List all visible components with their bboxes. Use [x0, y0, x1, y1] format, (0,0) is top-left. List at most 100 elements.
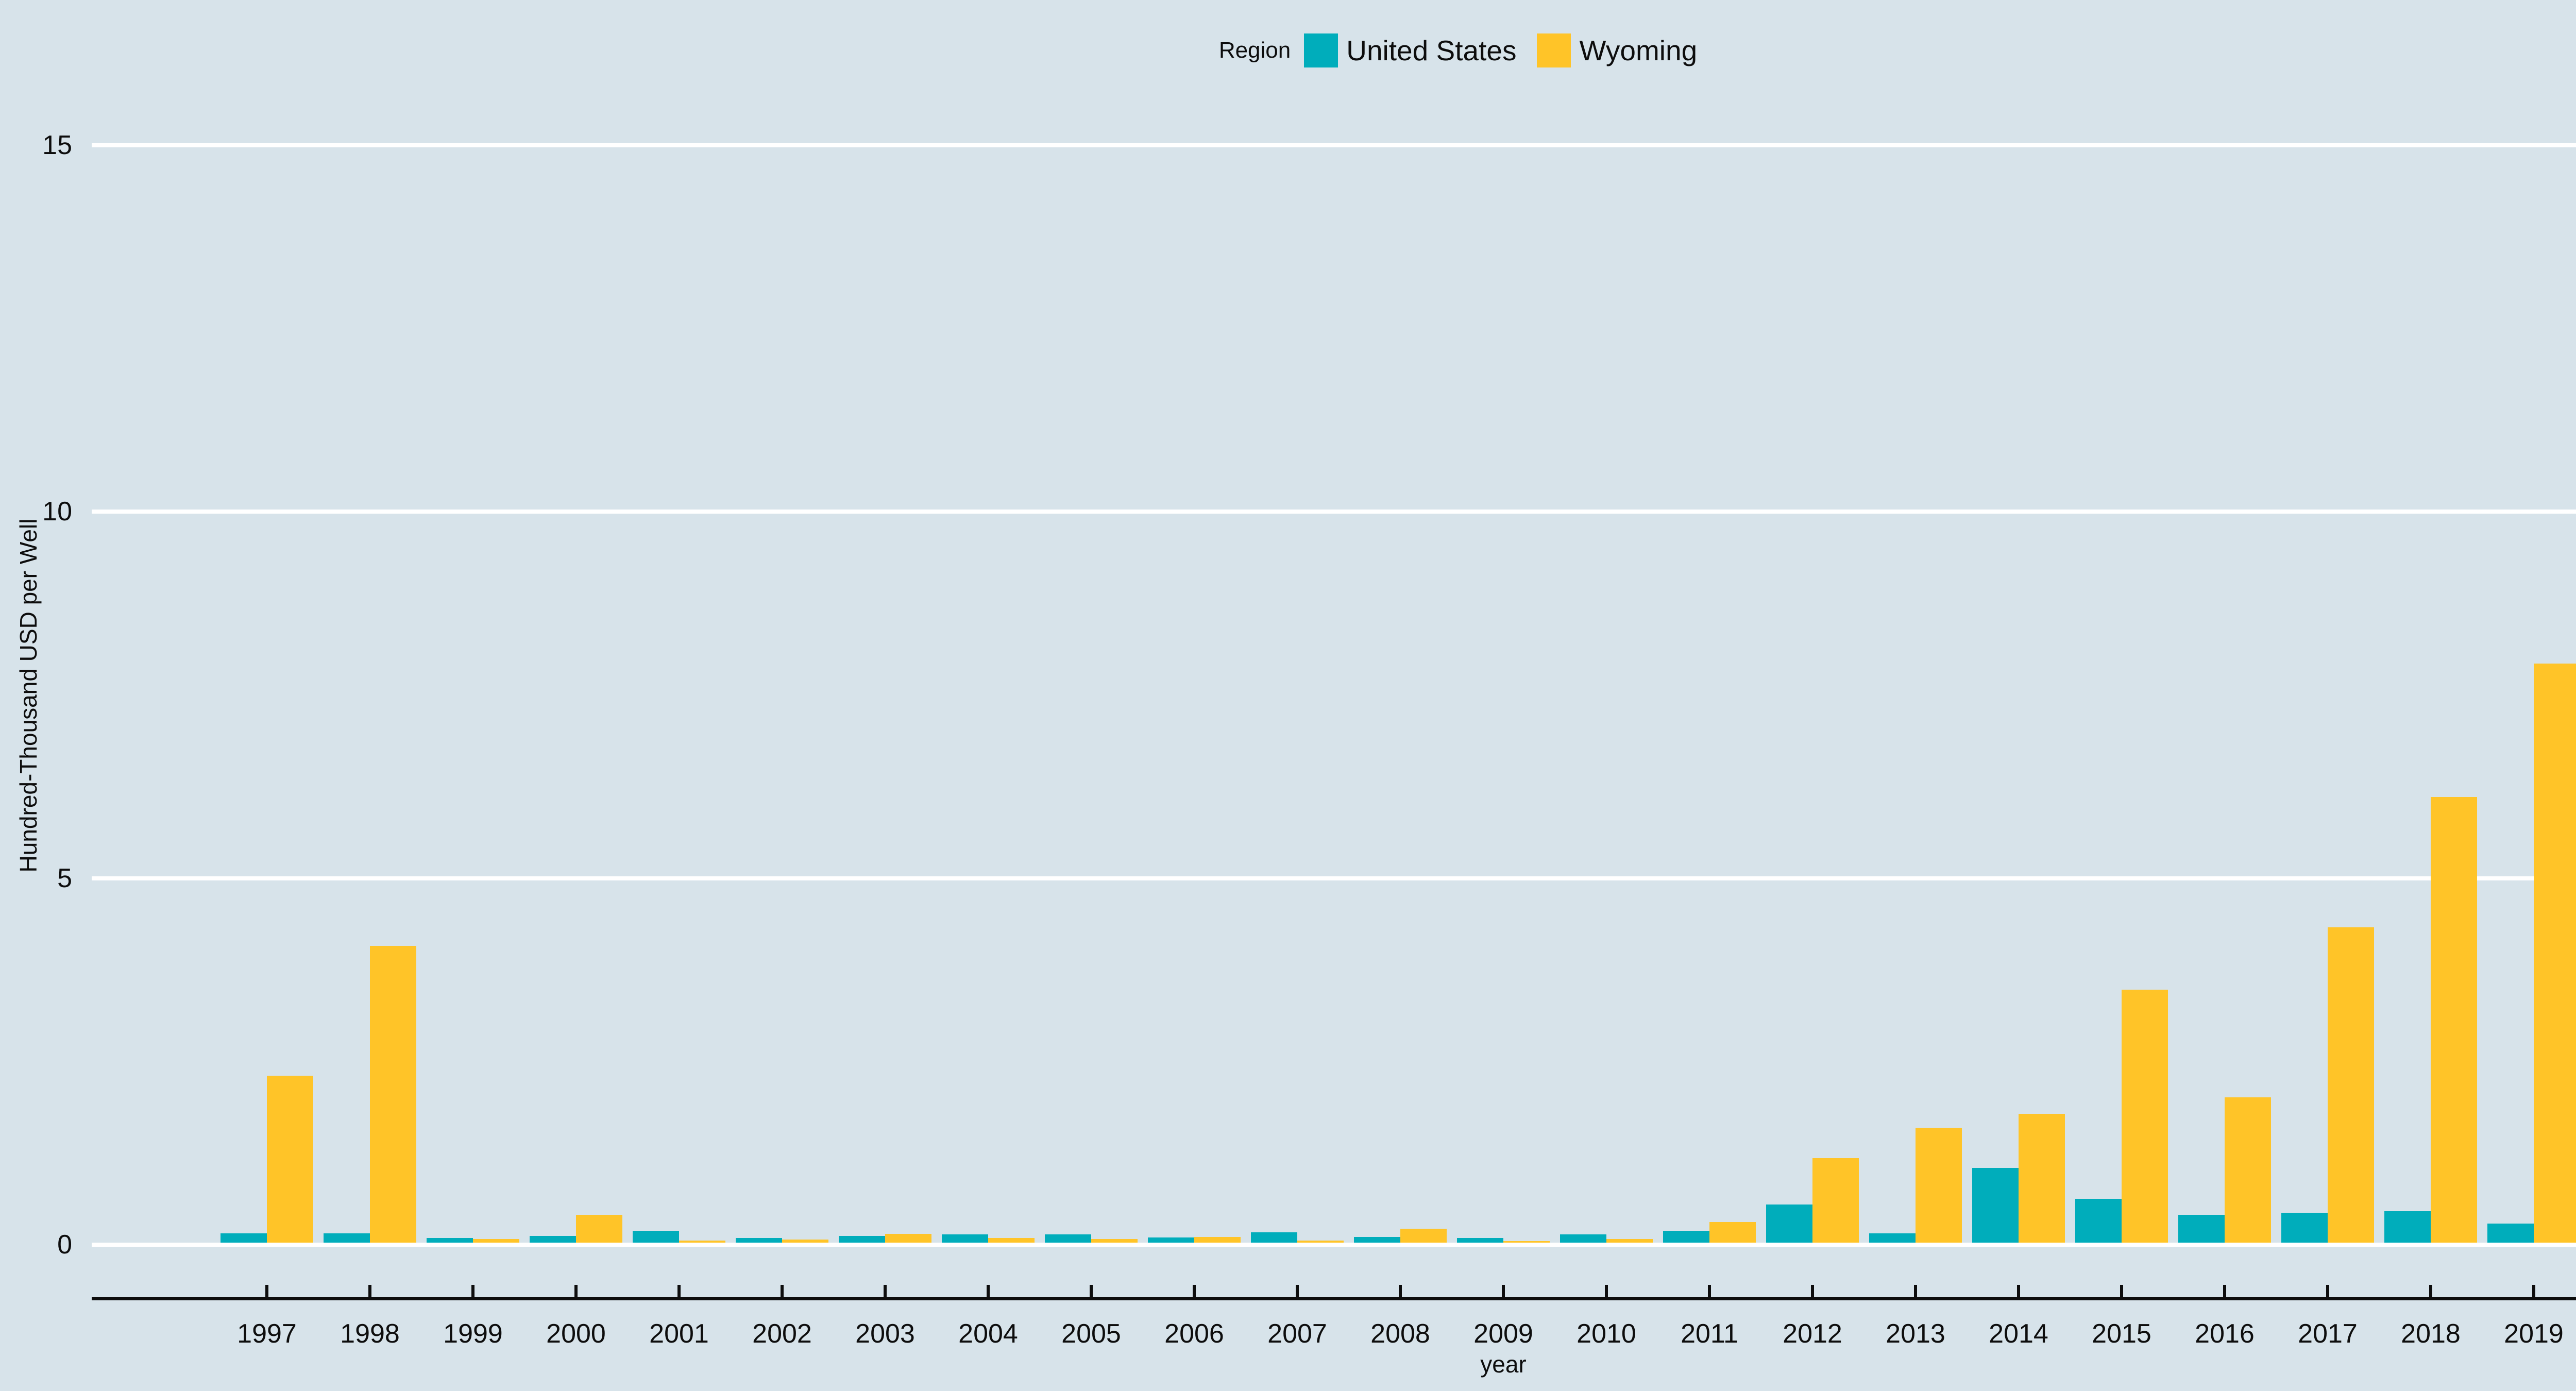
- bar-united-states-2014: [1972, 1168, 2019, 1243]
- x-tick-2015: [2120, 1285, 2123, 1297]
- x-tick-label-2000: 2000: [546, 1319, 606, 1349]
- x-tick-label-1998: 1998: [340, 1319, 400, 1349]
- bar-united-states-2005: [1045, 1234, 1091, 1243]
- bar-united-states-2009: [1457, 1238, 1503, 1243]
- legend-swatch-united-states: [1304, 33, 1338, 67]
- bar-wyoming-2001: [679, 1241, 725, 1243]
- bar-united-states-2000: [530, 1236, 576, 1243]
- y-tick-label-5: 5: [57, 863, 72, 893]
- bar-united-states-1998: [324, 1233, 370, 1243]
- legend-label-united-states: United States: [1346, 35, 1517, 66]
- x-axis-title: year: [1480, 1351, 1527, 1378]
- bar-united-states-2019: [2487, 1224, 2534, 1243]
- x-axis-line: [92, 1297, 2576, 1300]
- bar-wyoming-1999: [473, 1239, 519, 1243]
- x-tick-label-2003: 2003: [855, 1319, 915, 1349]
- x-tick-label-2001: 2001: [649, 1319, 709, 1349]
- x-tick-label-2006: 2006: [1164, 1319, 1224, 1349]
- legend-entry-united-states: United States: [1304, 33, 1532, 67]
- bar-united-states-2008: [1354, 1237, 1400, 1243]
- bar-united-states-2007: [1251, 1232, 1297, 1243]
- x-tick-2005: [1090, 1285, 1093, 1297]
- bar-wyoming-2006: [1194, 1237, 1241, 1243]
- x-tick-2009: [1502, 1285, 1505, 1297]
- bar-wyoming-2012: [1812, 1158, 1859, 1243]
- bar-wyoming-2007: [1297, 1241, 1344, 1243]
- x-tick-2011: [1708, 1285, 1711, 1297]
- bar-wyoming-1997: [267, 1076, 313, 1243]
- bar-united-states-2003: [839, 1236, 885, 1243]
- bar-united-states-2002: [736, 1238, 782, 1243]
- gridline-10: [92, 510, 2576, 514]
- x-tick-label-2015: 2015: [2092, 1319, 2151, 1349]
- bar-wyoming-2013: [1916, 1128, 1962, 1243]
- bar-united-states-2012: [1766, 1205, 1812, 1243]
- bar-united-states-1997: [221, 1233, 267, 1243]
- x-tick-label-1999: 1999: [443, 1319, 503, 1349]
- bar-wyoming-1998: [370, 946, 416, 1243]
- x-tick-label-2011: 2011: [1681, 1319, 1738, 1349]
- x-tick-2013: [1914, 1285, 1917, 1297]
- x-tick-label-2018: 2018: [2401, 1319, 2461, 1349]
- x-tick-label-2010: 2010: [1577, 1319, 1636, 1349]
- x-tick-2008: [1399, 1285, 1402, 1297]
- legend-swatch-wyoming: [1537, 33, 1571, 67]
- legend: Region United States Wyoming: [0, 30, 2576, 71]
- bar-united-states-2011: [1663, 1231, 1709, 1243]
- x-tick-2007: [1296, 1285, 1299, 1297]
- x-tick-label-2017: 2017: [2298, 1319, 2358, 1349]
- bar-united-states-2010: [1560, 1234, 1606, 1243]
- bar-united-states-2015: [2075, 1199, 2122, 1243]
- legend-entry-wyoming: Wyoming: [1537, 33, 1713, 67]
- bar-united-states-2006: [1148, 1237, 1194, 1243]
- bar-wyoming-2004: [988, 1238, 1035, 1243]
- bar-wyoming-2003: [885, 1234, 931, 1243]
- bar-wyoming-2000: [576, 1215, 622, 1243]
- x-tick-label-2005: 2005: [1061, 1319, 1121, 1349]
- bar-wyoming-2015: [2122, 990, 2168, 1243]
- x-tick-1998: [368, 1285, 371, 1297]
- bar-wyoming-2019: [2534, 664, 2576, 1243]
- x-tick-2002: [781, 1285, 784, 1297]
- x-tick-label-2012: 2012: [1783, 1319, 1842, 1349]
- x-tick-2018: [2429, 1285, 2432, 1297]
- bar-united-states-2004: [942, 1234, 988, 1243]
- bar-united-states-2017: [2281, 1213, 2328, 1243]
- gridline-5: [92, 876, 2576, 880]
- x-tick-label-2016: 2016: [2195, 1319, 2255, 1349]
- bar-wyoming-2010: [1606, 1239, 1653, 1243]
- bar-wyoming-2002: [782, 1240, 828, 1243]
- bar-wyoming-2008: [1400, 1229, 1447, 1243]
- legend-label-wyoming: Wyoming: [1579, 35, 1698, 66]
- bar-wyoming-2009: [1503, 1241, 1550, 1243]
- x-tick-label-2013: 2013: [1886, 1319, 1945, 1349]
- bar-united-states-1999: [427, 1238, 473, 1243]
- x-tick-1997: [265, 1285, 268, 1297]
- x-tick-2010: [1605, 1285, 1608, 1297]
- x-tick-label-2009: 2009: [1473, 1319, 1533, 1349]
- bar-wyoming-2005: [1091, 1239, 1138, 1243]
- x-tick-2001: [677, 1285, 681, 1297]
- x-tick-2006: [1193, 1285, 1196, 1297]
- bar-united-states-2016: [2178, 1215, 2225, 1243]
- bar-wyoming-2016: [2225, 1097, 2271, 1243]
- x-tick-label-1997: 1997: [237, 1319, 297, 1349]
- y-tick-label-0: 0: [57, 1230, 72, 1260]
- x-tick-label-2014: 2014: [1989, 1319, 2048, 1349]
- x-tick-label-2008: 2008: [1370, 1319, 1430, 1349]
- y-tick-label-10: 10: [42, 497, 72, 527]
- bar-wyoming-2011: [1709, 1222, 1756, 1243]
- bar-united-states-2013: [1869, 1233, 1916, 1243]
- x-tick-label-2002: 2002: [752, 1319, 812, 1349]
- gridline-15: [92, 143, 2576, 147]
- x-tick-2019: [2532, 1285, 2535, 1297]
- x-tick-label-2004: 2004: [958, 1319, 1018, 1349]
- bar-wyoming-2018: [2431, 797, 2477, 1243]
- x-tick-label-2007: 2007: [1267, 1319, 1327, 1349]
- x-tick-1999: [471, 1285, 474, 1297]
- x-tick-2004: [987, 1285, 990, 1297]
- x-tick-2016: [2223, 1285, 2226, 1297]
- x-tick-2012: [1811, 1285, 1814, 1297]
- x-tick-2000: [574, 1285, 578, 1297]
